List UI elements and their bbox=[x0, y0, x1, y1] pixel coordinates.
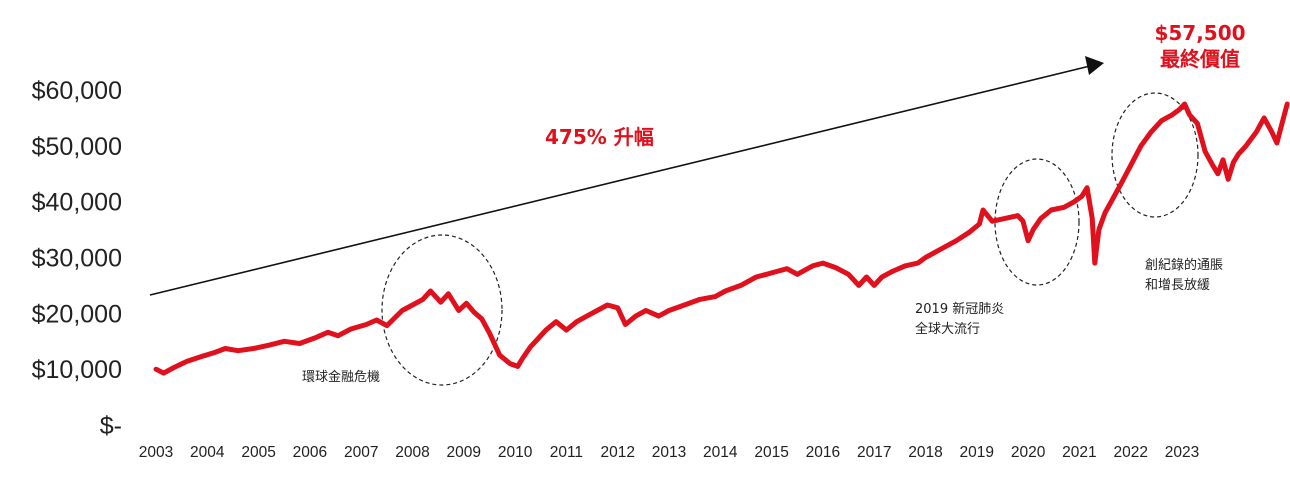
inflation-ellipse bbox=[1111, 92, 1199, 218]
gfc-ellipse bbox=[381, 234, 503, 386]
growth-arrow bbox=[149, 65, 1091, 296]
y-axis-ticks: $- $10,000 $20,000 $30,000 $40,000 $50,000 $60… bbox=[32, 77, 122, 440]
x-tick-label: 2023 bbox=[1165, 444, 1199, 461]
y-tick-label: $30,000 bbox=[32, 245, 122, 273]
x-tick-label: 2003 bbox=[139, 444, 173, 461]
x-tick-label: 2007 bbox=[344, 444, 378, 461]
y-tick-label: $10,000 bbox=[32, 356, 122, 384]
x-tick-label: 2006 bbox=[293, 444, 327, 461]
x-tick-label: 2008 bbox=[395, 444, 429, 461]
x-tick-label: 2019 bbox=[960, 444, 994, 461]
x-tick-label: 2014 bbox=[703, 444, 738, 461]
x-tick-label: 2009 bbox=[447, 444, 481, 461]
x-tick-label: 2018 bbox=[908, 444, 942, 461]
growth-label: 475% 升幅 bbox=[545, 125, 654, 149]
x-tick-label: 2011 bbox=[550, 444, 583, 461]
inflation-label-line1: 創紀錄的通脹 bbox=[1145, 257, 1223, 273]
x-tick-label: 2012 bbox=[600, 444, 634, 461]
y-tick-label: $60,000 bbox=[32, 77, 122, 105]
x-tick-label: 2013 bbox=[652, 444, 686, 461]
final-value-label: $57,500 bbox=[1154, 21, 1245, 45]
x-axis-ticks: 2003 2004 2005 2006 2007 2008 2009 2010 2011 2012… bbox=[139, 444, 1199, 461]
y-tick-label: $40,000 bbox=[32, 189, 122, 217]
y-tick-label: $- bbox=[100, 412, 122, 440]
series-layer bbox=[153, 101, 1290, 376]
x-tick-label: 2022 bbox=[1113, 444, 1147, 461]
covid-ellipse bbox=[994, 158, 1080, 286]
final-value-caption: 最終價值 bbox=[1160, 47, 1240, 71]
x-tick-label: 2016 bbox=[806, 444, 840, 461]
x-tick-label: 2015 bbox=[754, 444, 788, 461]
covid-label-line1: 2019 新冠肺炎 bbox=[915, 301, 1004, 317]
x-tick-label: 2017 bbox=[857, 444, 891, 461]
portfolio-value-line bbox=[153, 101, 1290, 376]
covid-label-line2: 全球大流行 bbox=[915, 321, 980, 337]
x-tick-label: 2010 bbox=[498, 444, 533, 461]
y-tick-label: $20,000 bbox=[32, 300, 122, 328]
x-tick-label: 2021 bbox=[1062, 444, 1096, 461]
inflation-label-line2: 和增長放緩 bbox=[1145, 278, 1210, 293]
gfc-label: 環球金融危機 bbox=[302, 369, 380, 385]
x-tick-label: 2005 bbox=[241, 444, 275, 461]
y-tick-label: $50,000 bbox=[32, 133, 122, 161]
growth-arrowhead bbox=[1085, 56, 1104, 75]
x-tick-label: 2020 bbox=[1011, 444, 1046, 461]
x-tick-label: 2004 bbox=[190, 444, 225, 461]
